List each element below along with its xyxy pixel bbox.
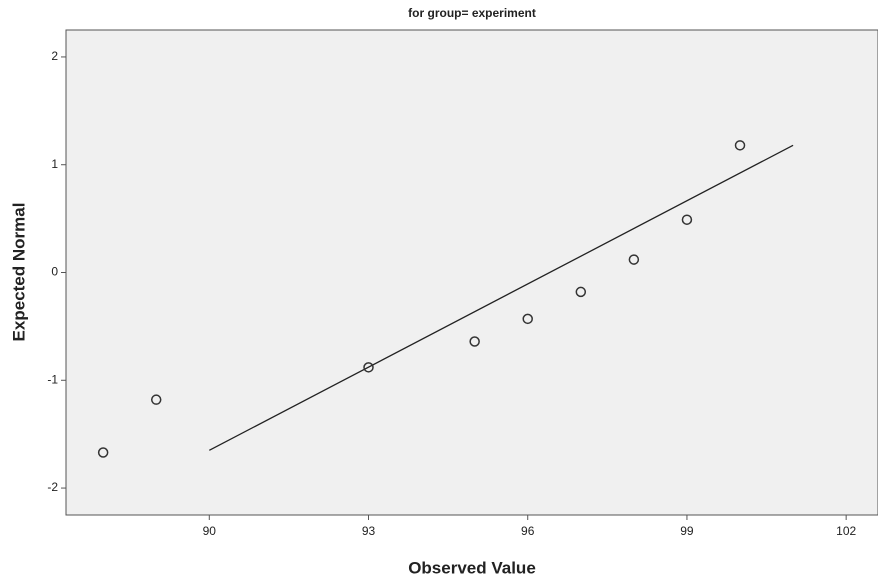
x-tick-label: 96 bbox=[521, 524, 535, 538]
x-tick-label: 90 bbox=[203, 524, 217, 538]
x-tick-label: 93 bbox=[362, 524, 376, 538]
y-tick-label: -2 bbox=[47, 480, 58, 494]
x-tick-label: 102 bbox=[836, 524, 856, 538]
y-tick-label: 1 bbox=[51, 157, 58, 171]
x-tick-label: 99 bbox=[680, 524, 694, 538]
chart-title: for group= experiment bbox=[408, 6, 536, 20]
x-axis-label: Observed Value bbox=[408, 558, 536, 577]
y-tick-label: -1 bbox=[47, 372, 58, 386]
chart: for group= experiment Observed Value Exp… bbox=[0, 0, 878, 583]
y-tick-label: 0 bbox=[51, 265, 58, 279]
y-tick-label: 2 bbox=[51, 49, 58, 63]
y-axis-label: Expected Normal bbox=[9, 203, 28, 342]
plot-area bbox=[66, 30, 878, 515]
page: for group= experiment Observed Value Exp… bbox=[0, 0, 878, 588]
